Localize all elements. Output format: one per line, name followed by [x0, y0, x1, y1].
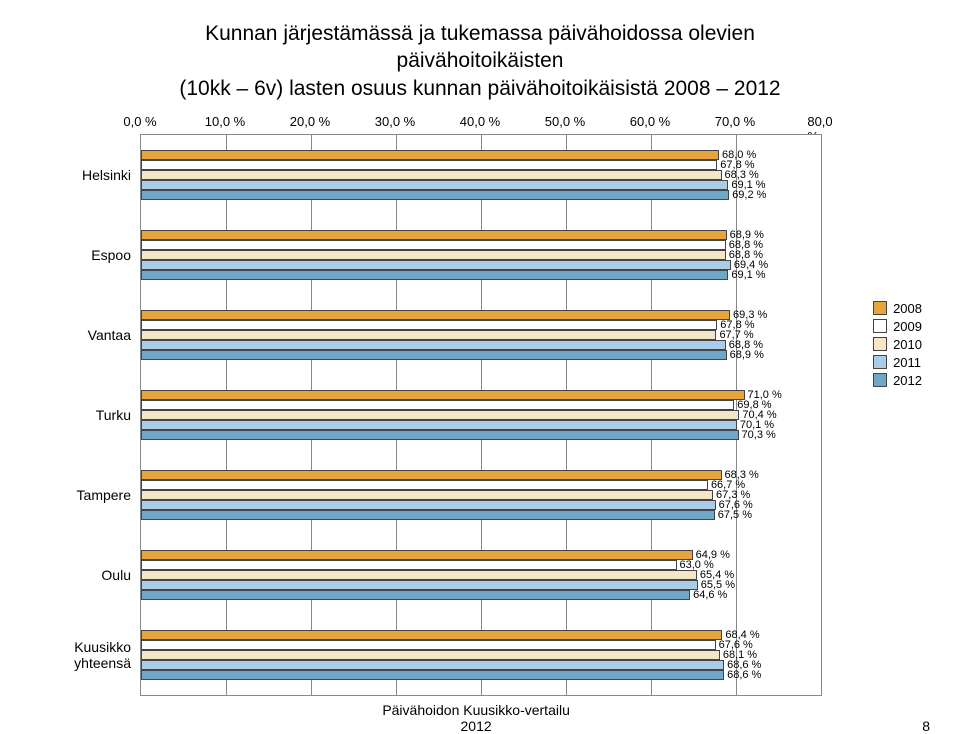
x-axis: 0,0 %10,0 %20,0 %30,0 %40,0 %50,0 %60,0 … [140, 114, 820, 134]
category-group: Espoo68,9 %68,8 %68,8 %69,4 %69,1 % [141, 215, 821, 295]
bar [141, 390, 745, 400]
plot-area: Helsinki68,0 %67,8 %68,3 %69,1 %69,2 %Es… [140, 134, 822, 696]
x-tick: 10,0 % [205, 114, 245, 129]
chart-area: 0,0 % 10,0 % 20,0 % 30,0 % 40,0 % 50,0 % 60,0 … [30, 114, 847, 696]
bar [141, 430, 739, 440]
bar [141, 160, 717, 170]
bar [141, 580, 698, 590]
bar [141, 180, 728, 190]
legend-label: 2009 [893, 319, 922, 334]
category-label: Kuusikko yhteensä [31, 639, 139, 671]
bar-value-label: 64,6 % [693, 589, 727, 601]
bar [141, 320, 717, 330]
bar [141, 410, 739, 420]
legend-swatch [873, 373, 887, 387]
bar [141, 270, 728, 280]
page-number: 8 [922, 718, 930, 734]
bar-value-label: 68,9 % [730, 349, 764, 361]
bar [141, 150, 719, 160]
x-tick: 40,0 % [460, 114, 500, 129]
category-label: Espoo [31, 247, 139, 263]
category-label: Vantaa [31, 327, 139, 343]
category-group: Tampere68,3 %66,7 %67,3 %67,6 %67,5 % [141, 455, 821, 535]
bar [141, 510, 715, 520]
bar-value-label: 69,2 % [732, 189, 766, 201]
bar [141, 340, 726, 350]
bar [141, 490, 713, 500]
x-tick: 60,0 % [630, 114, 670, 129]
legend-item: 2012 [873, 373, 922, 388]
footer-text: Päivähoidon Kuusikko-vertailu [382, 702, 570, 718]
footer-year: 2012 [461, 718, 492, 734]
bar [141, 570, 697, 580]
legend-swatch [873, 355, 887, 369]
bar [141, 590, 690, 600]
bar [141, 500, 716, 510]
bar [141, 260, 731, 270]
bar [141, 310, 730, 320]
category-group: Vantaa69,3 %67,8 %67,7 %68,8 %68,9 % [141, 295, 821, 375]
legend-label: 2008 [893, 301, 922, 316]
bar [141, 630, 722, 640]
legend-swatch [873, 337, 887, 351]
bar [141, 470, 722, 480]
x-tick: 20,0 % [290, 114, 330, 129]
legend: 2008 2009 2010 2011 2012 [865, 294, 930, 395]
x-tick: 0,0 % [123, 114, 156, 129]
bar [141, 640, 716, 650]
bar [141, 420, 737, 430]
bar [141, 350, 727, 360]
bar-value-label: 67,5 % [718, 509, 752, 521]
category-group: Helsinki68,0 %67,8 %68,3 %69,1 %69,2 % [141, 135, 821, 215]
bar [141, 660, 724, 670]
category-group: Kuusikko yhteensä68,4 %67,6 %68,1 %68,6 … [141, 615, 821, 695]
x-tick: 50,0 % [545, 114, 585, 129]
category-label: Tampere [31, 487, 139, 503]
category-label: Oulu [31, 567, 139, 583]
bar-value-label: 69,1 % [731, 269, 765, 281]
legend-item: 2009 [873, 319, 922, 334]
bar [141, 240, 726, 250]
category-label: Helsinki [31, 167, 139, 183]
bar [141, 330, 716, 340]
bar [141, 480, 708, 490]
footer: Päivähoidon Kuusikko-vertailu 2012 8 [30, 702, 930, 734]
x-tick: 70,0 % [715, 114, 755, 129]
category-group: Oulu64,9 %63,0 %65,4 %65,5 %64,6 % [141, 535, 821, 615]
bar [141, 650, 720, 660]
legend-label: 2012 [893, 373, 922, 388]
legend-swatch [873, 301, 887, 315]
bar [141, 550, 693, 560]
bar [141, 560, 677, 570]
legend-swatch [873, 319, 887, 333]
chart-title: Kunnan järjestämässä ja tukemassa päiväh… [30, 20, 930, 102]
legend-item: 2010 [873, 337, 922, 352]
category-label: Turku [31, 407, 139, 423]
bar-value-label: 70,3 % [742, 429, 776, 441]
bar [141, 170, 722, 180]
bar [141, 230, 727, 240]
category-group: Turku71,0 %69,8 %70,4 %70,1 %70,3 % [141, 375, 821, 455]
legend-item: 2011 [873, 355, 922, 370]
bar-value-label: 68,6 % [727, 669, 761, 681]
bar [141, 670, 724, 680]
bar [141, 190, 729, 200]
x-tick: 30,0 % [375, 114, 415, 129]
bar [141, 400, 734, 410]
legend-label: 2011 [893, 355, 921, 370]
bar [141, 250, 726, 260]
legend-label: 2010 [893, 337, 922, 352]
legend-item: 2008 [873, 301, 922, 316]
